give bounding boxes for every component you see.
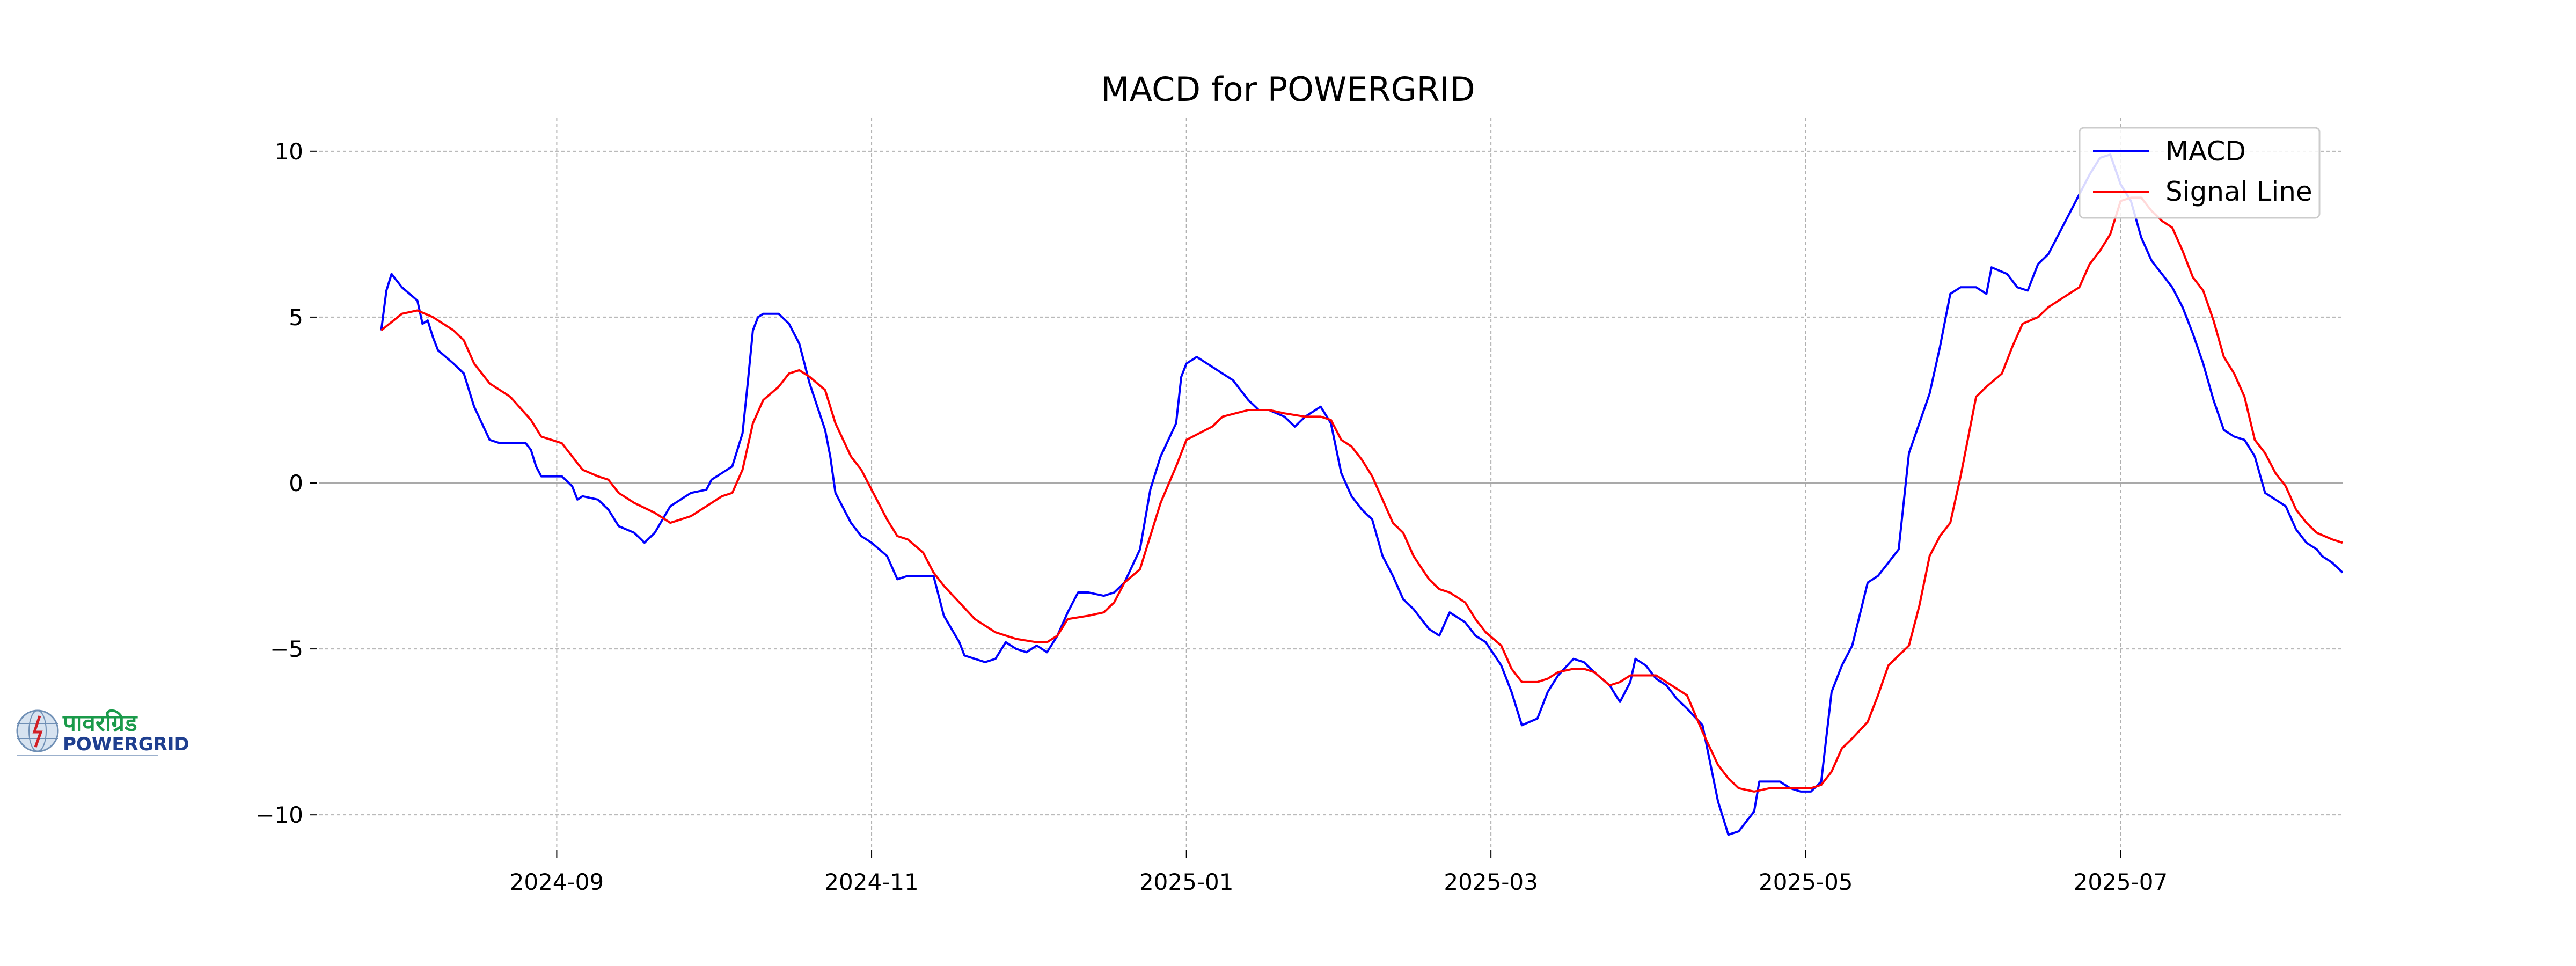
y-tick-label: 0 [289, 470, 303, 496]
y-tick-label: 10 [275, 138, 303, 165]
x-tick-label: 2025-05 [1759, 869, 1853, 895]
series-line-signal-line [380, 196, 2343, 793]
series-lines [380, 153, 2344, 836]
y-tick-label: −10 [255, 802, 303, 828]
y-axis-ticks: 10 5 0 −5 −10 [255, 138, 317, 828]
x-tick-label: 2025-01 [1139, 869, 1234, 895]
legend-label-signal-line: Signal Line [2165, 176, 2312, 207]
x-axis-ticks: 2024-09 2024-11 2025-01 2025-03 2025-05 2025-… [510, 850, 2168, 895]
x-tick-label: 2025-03 [1444, 869, 1538, 895]
logo-hindi-text: पावरग्रिड [62, 709, 138, 737]
x-tick-label: 2024-09 [510, 869, 604, 895]
x-tick-label: 2025-07 [2074, 869, 2168, 895]
legend: MACD Signal Line [2079, 127, 2321, 219]
x-tick-label: 2024-11 [824, 869, 919, 895]
powergrid-logo: पावरग्रिड POWERGRID [16, 709, 189, 756]
chart-title: MACD for POWERGRID [1101, 70, 1475, 109]
grid-lines [319, 118, 2343, 848]
legend-label-macd: MACD [2165, 136, 2246, 167]
y-tick-label: −5 [270, 636, 303, 662]
series-line-macd [380, 153, 2344, 836]
logo-english-text: POWERGRID [63, 734, 189, 755]
y-tick-label: 5 [289, 304, 303, 331]
